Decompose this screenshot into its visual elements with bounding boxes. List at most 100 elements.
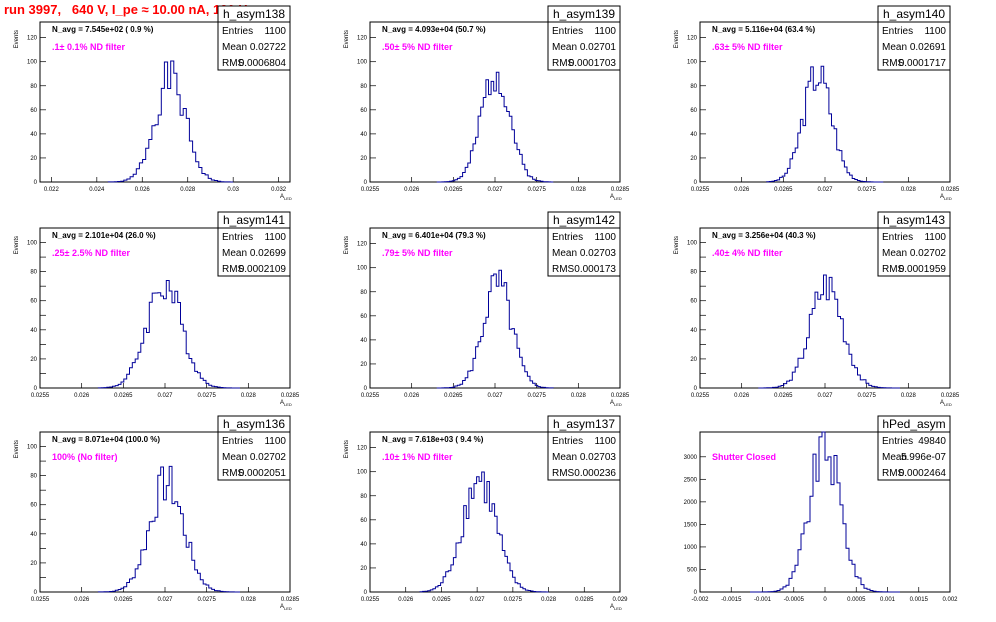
y-tick-label: 100 [357, 470, 368, 476]
x-tick-label: 0.032 [271, 187, 287, 193]
x-tick-label: 0.0275 [857, 187, 876, 193]
x-tick-label: 0.0275 [504, 597, 523, 603]
stats-label: Entries [222, 26, 253, 37]
x-tick-label: 0.027 [157, 393, 173, 399]
x-tick-label: 0.0285 [281, 597, 300, 603]
x-tick-label: 0.0275 [527, 393, 546, 399]
y-tick-label: 20 [30, 156, 37, 162]
x-tick-label: -0.0005 [784, 597, 805, 603]
stats-box [217, 211, 291, 277]
x-tick-label: 0.026 [398, 597, 414, 603]
stats-label: RMS [882, 264, 905, 275]
x-tick-label: -0.002 [691, 597, 709, 603]
histogram-bars [107, 60, 234, 183]
navg-label: N_avg = 7.618e+03 ( 9.4 %) [382, 435, 484, 444]
stats-value: 1100 [594, 232, 616, 243]
y-tick-label: 120 [357, 36, 368, 42]
stats-value: 0.02699 [250, 248, 287, 259]
y-tick-label: 40 [690, 132, 697, 138]
y-tick-label: 20 [30, 357, 37, 363]
x-tick-label: -0.001 [754, 597, 772, 603]
x-tick-label: 0.0255 [361, 393, 380, 399]
x-tick-label: 0.0255 [361, 597, 380, 603]
x-tick-label: 0.029 [612, 597, 628, 603]
y-tick-label: 1500 [684, 522, 698, 528]
stats-box [877, 211, 951, 277]
stats-label: Mean [882, 452, 907, 463]
stats-value: 0.02722 [250, 42, 287, 53]
y-tick-label: 100 [27, 241, 38, 247]
stats-value: 5.996e-07 [901, 452, 946, 463]
y-axis-title: Events [674, 236, 680, 254]
y-tick-label: 100 [27, 60, 38, 66]
histogram-bars [766, 65, 884, 183]
histogram-panel-h_asym139: 0 20 40 60 80 100 120 0.0255 0.026 0.0265 0.027 0.0… [344, 5, 630, 201]
histogram-bars [436, 71, 554, 183]
y-tick-label: 20 [360, 156, 367, 162]
stats-label: RMS [222, 468, 245, 479]
stats-box [547, 5, 621, 71]
stats-label: RMS [552, 58, 575, 69]
y-tick-label: 3000 [684, 455, 698, 461]
stats-value: 1100 [264, 26, 286, 37]
y-axis-title: Events [344, 30, 350, 48]
y-tick-label: 60 [360, 108, 367, 114]
x-tick-label: 0.027 [487, 393, 503, 399]
navg-label: N_avg = 4.093e+04 (50.7 %) [382, 25, 486, 34]
y-tick-label: 40 [30, 328, 37, 334]
y-tick-label: 80 [30, 270, 37, 276]
x-tick-label: 0.0275 [197, 597, 216, 603]
x-tick-label: 0.0265 [114, 597, 133, 603]
x-tick-label: 0.0255 [361, 187, 380, 193]
histogram-panel-h_asym143: 0 20 40 60 80 100 0.0255 0.026 0.0265 0.027 0.0275… [674, 211, 960, 407]
x-axis-title: ALED [280, 194, 292, 201]
y-tick-label: 20 [360, 566, 367, 572]
stats-label: Entries [882, 436, 913, 447]
filter-label: .50± 5% ND filter [382, 42, 453, 52]
y-tick-label: 0 [34, 180, 38, 186]
stats-box [217, 415, 291, 481]
stats-value: 0.02703 [580, 248, 617, 259]
stats-label: RMS [552, 264, 575, 275]
x-axis-title: ALED [940, 400, 952, 407]
y-axis-title: Events [344, 236, 350, 254]
histogram-panel-h_asym137: 0 20 40 60 80 100 120 0.0255 0.026 0.0265 0.027 0.0… [344, 415, 628, 611]
navg-label: N_avg = 7.545e+02 ( 0.9 %) [52, 25, 154, 34]
stats-value: 1100 [924, 26, 946, 37]
x-tick-label: 0.028 [180, 187, 196, 193]
y-axis-title: Events [14, 30, 20, 48]
x-tick-label: 0.027 [487, 187, 503, 193]
y-tick-label: 40 [690, 328, 697, 334]
y-tick-label: 80 [690, 270, 697, 276]
y-tick-label: 120 [27, 36, 38, 42]
histogram-bars [97, 280, 240, 389]
histogram-bars [97, 465, 240, 593]
stats-value: 0.0002051 [239, 468, 287, 479]
stats-value: 0.000173 [574, 264, 616, 275]
stats-value: 0.0006804 [239, 58, 287, 69]
x-tick-label: 0.0265 [774, 187, 793, 193]
y-tick-label: 100 [357, 266, 368, 272]
x-tick-label: 0.0265 [444, 187, 463, 193]
filter-label: .1± 0.1% ND filter [52, 42, 125, 52]
stats-label: RMS [882, 468, 905, 479]
stats-box [547, 211, 621, 277]
y-tick-label: 0 [364, 386, 368, 392]
stats-label: RMS [222, 58, 245, 69]
y-tick-label: 40 [30, 532, 37, 538]
stats-label: Entries [222, 436, 253, 447]
x-tick-label: 0.0285 [941, 393, 960, 399]
stats-label: Mean [882, 42, 907, 53]
stats-label: Entries [882, 232, 913, 243]
y-tick-label: 1000 [684, 545, 698, 551]
x-axis-title: ALED [610, 400, 622, 407]
filter-label: .25± 2.5% ND filter [52, 248, 130, 258]
y-tick-label: 80 [690, 84, 697, 90]
x-tick-label: 0.027 [817, 187, 833, 193]
x-tick-label: 0.0285 [611, 393, 630, 399]
stats-label: Entries [222, 232, 253, 243]
stats-label: RMS [552, 468, 575, 479]
x-tick-label: 0.0275 [527, 187, 546, 193]
x-tick-label: 0.026 [74, 597, 90, 603]
